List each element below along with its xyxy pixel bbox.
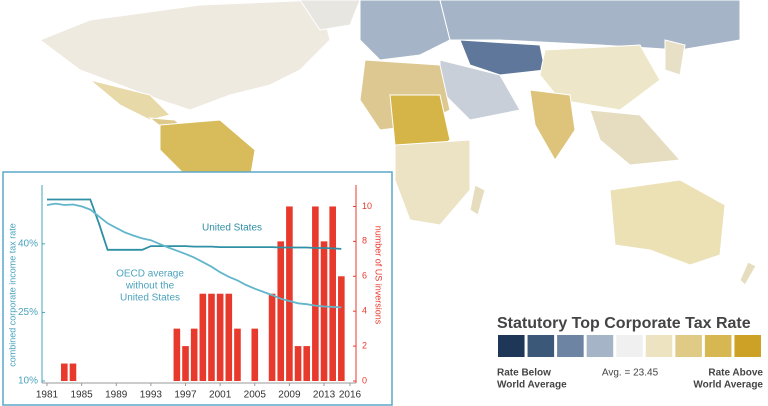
annotation: United States xyxy=(202,223,262,234)
y2-tick-label: 0 xyxy=(362,375,367,385)
x-tick-label: 2016 xyxy=(339,390,362,401)
bar xyxy=(286,206,293,381)
y2-tick-label: 6 xyxy=(362,271,367,281)
legend-above: Rate Above xyxy=(708,368,763,379)
x-tick-label: 2009 xyxy=(278,390,301,401)
y2-tick-label: 10 xyxy=(362,201,372,211)
japan xyxy=(664,39,686,76)
legend-title: Statutory Top Corporate Tax Rate xyxy=(497,315,751,332)
india xyxy=(529,89,576,161)
new-zealand xyxy=(739,261,757,286)
x-tick-label: 1993 xyxy=(140,390,163,401)
legend-swatch xyxy=(557,335,584,357)
bar xyxy=(338,276,345,381)
bar xyxy=(182,346,189,381)
legend-swatch xyxy=(704,335,732,357)
legend-swatch xyxy=(586,335,614,357)
legend-swatches xyxy=(498,335,761,357)
bar xyxy=(277,241,285,381)
southeast-asia xyxy=(589,109,682,166)
legend-average: Avg. = 23.45 xyxy=(602,368,659,379)
inset-chart: 10% 25% 40% 0 2 4 6 8 10 1981 1985 1989 1993 1997 2001… xyxy=(2,171,393,406)
bar xyxy=(216,293,224,381)
bar xyxy=(320,241,328,381)
y2-tick-label: 8 xyxy=(362,236,367,246)
southern-africa xyxy=(394,139,471,226)
central-asia xyxy=(459,39,546,76)
madagascar xyxy=(469,184,486,216)
bar xyxy=(329,206,336,381)
legend-swatch xyxy=(645,335,673,357)
x-tick-label: 2005 xyxy=(244,390,267,401)
bar xyxy=(190,328,198,381)
y-tick-label: 25% xyxy=(18,307,38,318)
bar xyxy=(234,328,241,381)
bar xyxy=(208,293,215,381)
annotation: without the xyxy=(125,281,175,292)
legend-swatch xyxy=(675,335,702,357)
europe xyxy=(359,0,451,61)
x-tick-label: 2013 xyxy=(313,390,336,401)
legend-swatch xyxy=(527,335,555,357)
legend-swatch xyxy=(616,335,643,357)
legend-above: World Average xyxy=(693,380,763,391)
x-tick-label: 1997 xyxy=(174,390,197,401)
x-tick-label: 1985 xyxy=(71,390,94,401)
north-america xyxy=(38,0,331,111)
y2-tick-label: 2 xyxy=(362,340,367,350)
y2-tick-label: 4 xyxy=(362,306,367,316)
bar xyxy=(199,293,207,381)
legend-swatch xyxy=(498,335,525,357)
annotation: United States xyxy=(120,293,180,304)
bar xyxy=(303,346,311,381)
mexico xyxy=(89,79,171,121)
legend-swatch xyxy=(734,335,761,357)
line xyxy=(46,202,342,309)
bar xyxy=(312,206,319,381)
y2-axis-label: number of US inversions xyxy=(374,226,384,325)
x-tick-label: 1981 xyxy=(36,390,59,401)
y-axis-label: combined corporate income tax rate xyxy=(7,223,17,367)
legend-below: World Average xyxy=(497,380,567,391)
y-tick-label: 10% xyxy=(18,376,38,387)
line xyxy=(47,198,342,251)
annotation: OECD average xyxy=(116,269,184,280)
bar xyxy=(294,346,302,381)
bar xyxy=(225,293,233,381)
australia xyxy=(609,179,726,266)
x-tick-label: 2001 xyxy=(209,390,232,401)
map-legend: Statutory Top Corporate Tax Rate Rate Be… xyxy=(497,315,763,390)
y-tick-label: 40% xyxy=(18,238,38,249)
bar xyxy=(251,328,259,381)
bar xyxy=(61,363,68,381)
legend-below: Rate Below xyxy=(497,368,551,379)
bar xyxy=(69,363,77,381)
greenland xyxy=(299,0,361,31)
x-tick-label: 1989 xyxy=(105,390,128,401)
bar xyxy=(173,328,181,381)
china xyxy=(539,44,661,111)
bar xyxy=(268,293,276,381)
